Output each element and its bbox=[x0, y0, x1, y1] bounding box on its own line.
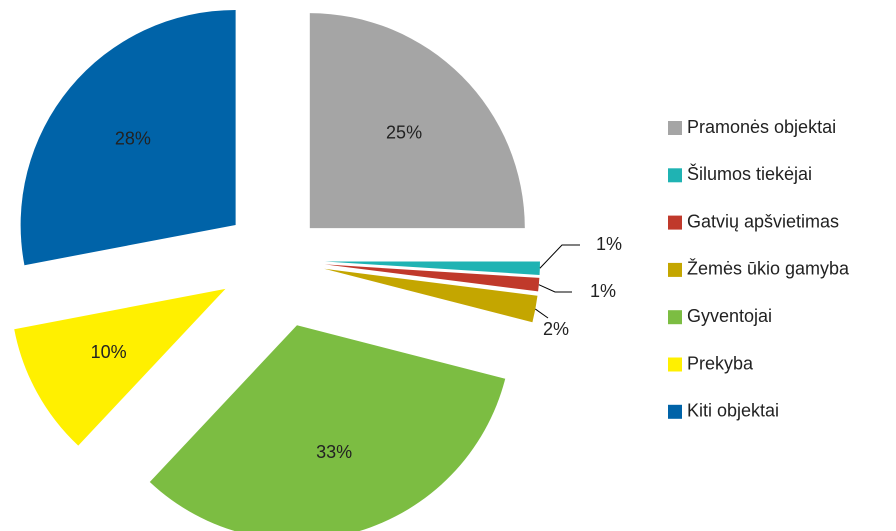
leader-line bbox=[539, 244, 580, 269]
legend-swatch bbox=[668, 404, 682, 419]
legend-swatch bbox=[668, 357, 682, 372]
legend-swatch bbox=[668, 121, 682, 135]
pie-slice bbox=[149, 325, 506, 531]
legend-label: Kiti objektai bbox=[687, 401, 779, 421]
leader-line bbox=[535, 308, 549, 319]
pie-slice bbox=[324, 268, 538, 323]
legend-label: Prekyba bbox=[687, 353, 754, 373]
legend-label: Žemės ūkio gamyba bbox=[687, 259, 850, 279]
legend-label: Šilumos tiekėjai bbox=[687, 163, 812, 184]
data-label: 33% bbox=[316, 442, 352, 462]
data-label: 1% bbox=[596, 234, 622, 254]
legend-swatch bbox=[668, 168, 682, 183]
data-label: 2% bbox=[543, 319, 569, 339]
legend-swatch bbox=[668, 215, 682, 230]
legend-swatch bbox=[668, 310, 682, 325]
legend-label: Gatvių apšvietimas bbox=[687, 211, 839, 231]
pie-slice bbox=[14, 288, 226, 446]
legend-label: Gyventojai bbox=[687, 306, 772, 326]
data-label: 25% bbox=[386, 123, 422, 143]
pie-slice bbox=[324, 261, 540, 275]
leader-line bbox=[538, 284, 572, 293]
data-label: 1% bbox=[590, 281, 616, 301]
pie-slice bbox=[324, 264, 540, 292]
pie-slice bbox=[20, 9, 236, 266]
legend-label: Pramonės objektai bbox=[687, 117, 836, 137]
data-label: 28% bbox=[115, 129, 151, 149]
data-label: 10% bbox=[91, 342, 127, 362]
legend-swatch bbox=[668, 262, 682, 277]
pie-slice bbox=[309, 13, 525, 229]
